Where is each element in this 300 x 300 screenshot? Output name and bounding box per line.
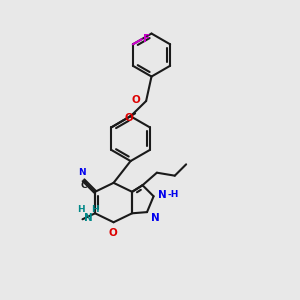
Text: N: N xyxy=(78,168,86,177)
Text: C: C xyxy=(80,181,87,190)
Text: H: H xyxy=(91,205,98,214)
Text: N: N xyxy=(151,213,160,223)
Text: H: H xyxy=(77,205,85,214)
Text: O: O xyxy=(132,95,141,105)
Text: O: O xyxy=(124,113,134,123)
Text: N: N xyxy=(158,190,167,200)
Text: N: N xyxy=(83,213,92,223)
Text: O: O xyxy=(109,228,117,238)
Text: F: F xyxy=(143,34,150,44)
Text: -H: -H xyxy=(167,190,179,199)
